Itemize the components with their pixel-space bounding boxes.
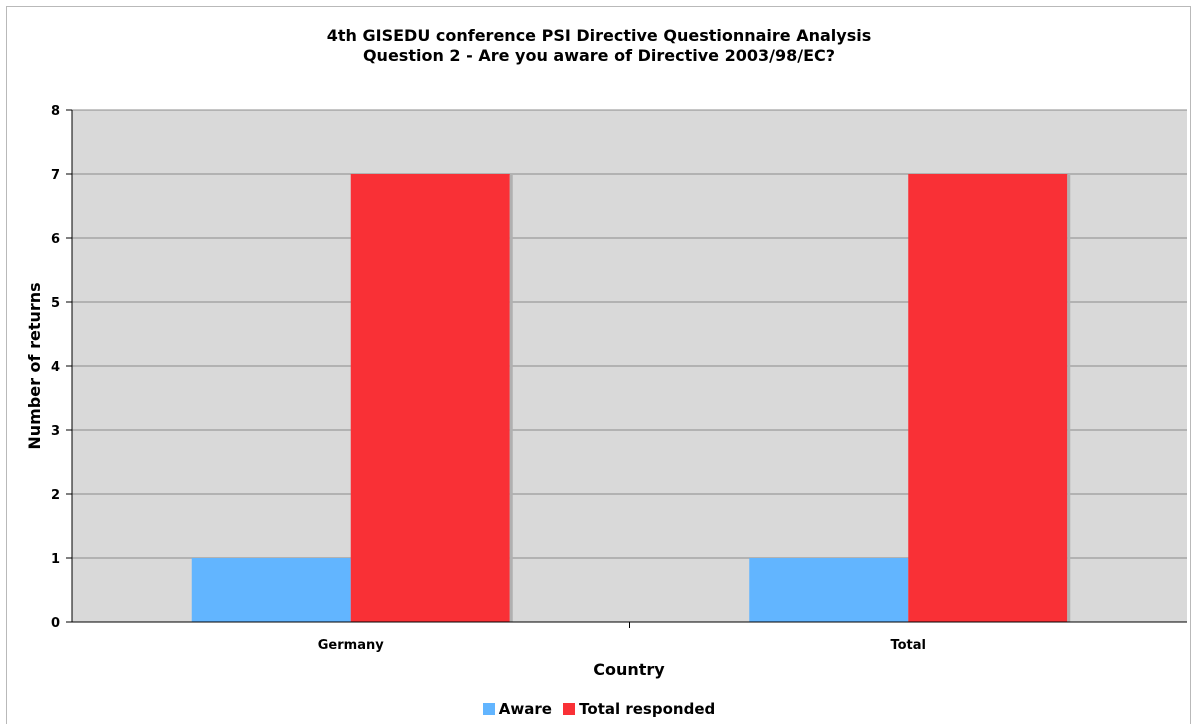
- x-axis-label: Country: [593, 660, 665, 679]
- y-tick-label: 7: [51, 168, 60, 183]
- legend-label-total-responded: Total responded: [579, 700, 716, 718]
- bar-total-total-responded: [908, 174, 1068, 622]
- legend-item-total-responded: Total responded: [563, 700, 715, 718]
- y-tick-label: 6: [51, 232, 60, 247]
- x-tick-label: Total: [890, 638, 926, 653]
- legend-item-aware: Aware: [482, 700, 552, 718]
- bar-total-aware: [749, 558, 909, 622]
- y-tick-label: 0: [51, 616, 60, 631]
- y-tick-label: 2: [51, 488, 60, 503]
- y-tick-label: 4: [51, 360, 60, 375]
- legend-swatch-aware: [482, 703, 495, 715]
- chart-title: 4th GISEDU conference PSI Directive Ques…: [326, 26, 872, 45]
- chart-frame: [6, 6, 1191, 724]
- y-axis-label: Number of returns: [25, 282, 44, 449]
- legend: Aware Total responded: [0, 700, 1198, 719]
- chart-subtitle: Question 2 - Are you aware of Directive …: [362, 46, 836, 65]
- bar-germany-aware: [191, 558, 351, 622]
- y-tick-label: 8: [51, 104, 60, 119]
- y-tick-label: 1: [51, 552, 60, 567]
- y-tick-label: 3: [51, 424, 60, 439]
- bars: [191, 174, 1071, 622]
- bar-germany-total-responded: [350, 174, 510, 622]
- axes: 0 1 2 3 4 5 6 7 8 Germany Total: [51, 104, 1187, 653]
- legend-swatch-total-responded: [563, 703, 576, 715]
- y-tick-label: 5: [51, 296, 60, 311]
- bar-shadow: [1067, 175, 1071, 622]
- legend-label-aware: Aware: [498, 700, 552, 718]
- bar-shadow: [509, 175, 513, 622]
- x-tick-label: Germany: [318, 638, 384, 653]
